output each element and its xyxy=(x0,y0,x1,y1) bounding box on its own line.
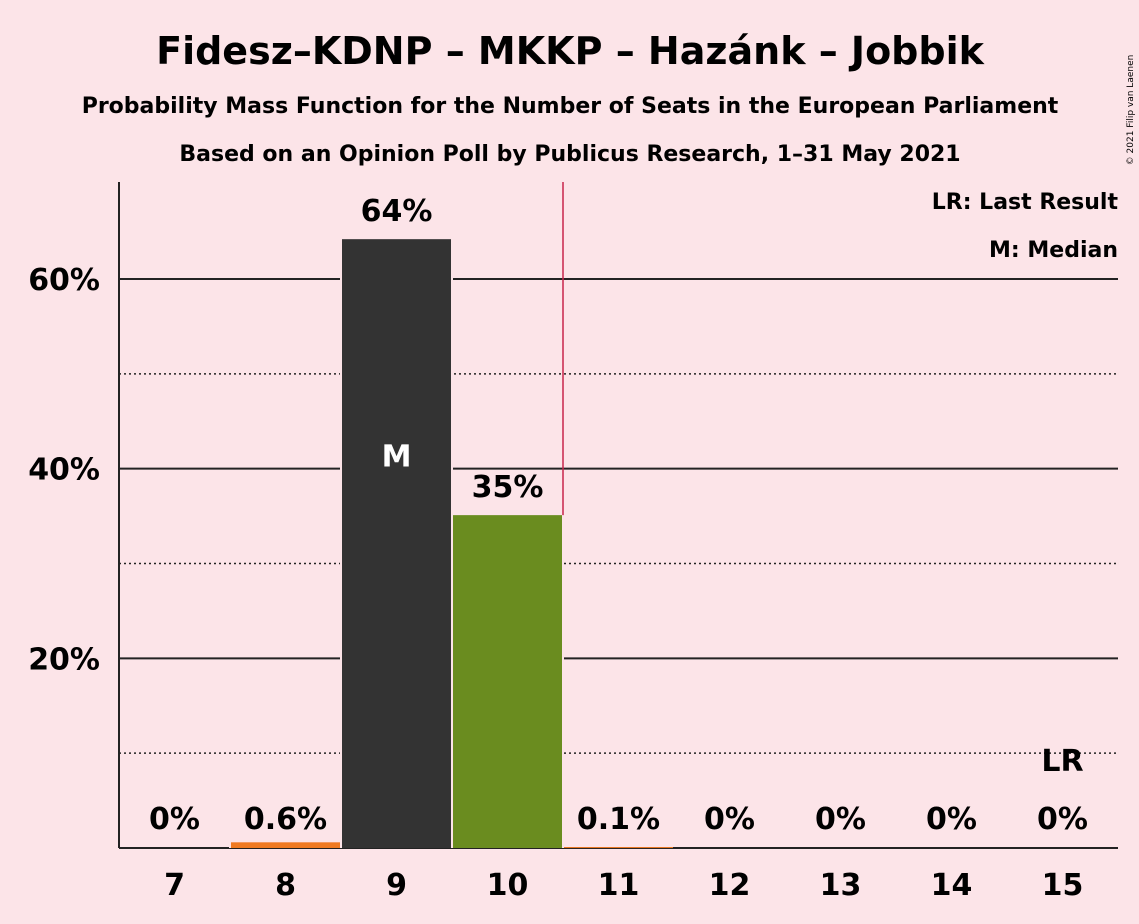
legend-last-result: LR: Last Result xyxy=(932,190,1119,215)
last-result-marker: LR xyxy=(1041,744,1083,779)
bars xyxy=(229,239,673,849)
x-tick-label: 12 xyxy=(709,868,751,903)
bar-value-label: 64% xyxy=(361,194,433,229)
y-tick-label: 40% xyxy=(28,453,100,488)
bar-value-label: 0% xyxy=(1037,802,1088,837)
x-tick-label: 7 xyxy=(164,868,185,903)
bar-value-label: 0% xyxy=(704,802,755,837)
chart-subtitle: Probability Mass Function for the Number… xyxy=(82,94,1059,119)
grid xyxy=(118,182,1118,849)
x-tick-label: 9 xyxy=(386,868,407,903)
bar-11 xyxy=(564,847,673,849)
x-tick-label: 14 xyxy=(931,868,973,903)
labels: 20% 40% 60% 0% 7 0.6% 8 64% 9 M 35% 10 0.1% 11 0% 12 0% 1… xyxy=(28,194,1088,903)
median-marker: M xyxy=(382,440,412,475)
chart-subtitle-2: Based on an Opinion Poll by Publicus Res… xyxy=(179,142,960,167)
bar-value-label: 0.1% xyxy=(577,802,660,837)
x-tick-label: 10 xyxy=(487,868,529,903)
bar-8 xyxy=(231,842,340,848)
bar-9 xyxy=(342,239,451,849)
x-tick-label: 11 xyxy=(598,868,640,903)
bar-value-label: 0% xyxy=(815,802,866,837)
bar-10 xyxy=(453,515,562,848)
copyright: © 2021 Filip van Laenen xyxy=(1126,55,1136,166)
bar-value-label: 35% xyxy=(472,470,544,505)
y-tick-label: 60% xyxy=(28,263,100,298)
legend-median: M: Median xyxy=(989,238,1118,263)
bar-value-label: 0% xyxy=(149,802,200,837)
x-tick-label: 8 xyxy=(275,868,296,903)
bar-value-label: 0% xyxy=(926,802,977,837)
bar-value-label: 0.6% xyxy=(244,802,327,837)
y-tick-label: 20% xyxy=(28,642,100,677)
x-tick-label: 13 xyxy=(820,868,862,903)
chart-title: Fidesz–KDNP – MKKP – Hazánk – Jobbik xyxy=(156,29,984,73)
x-tick-label: 15 xyxy=(1042,868,1084,903)
